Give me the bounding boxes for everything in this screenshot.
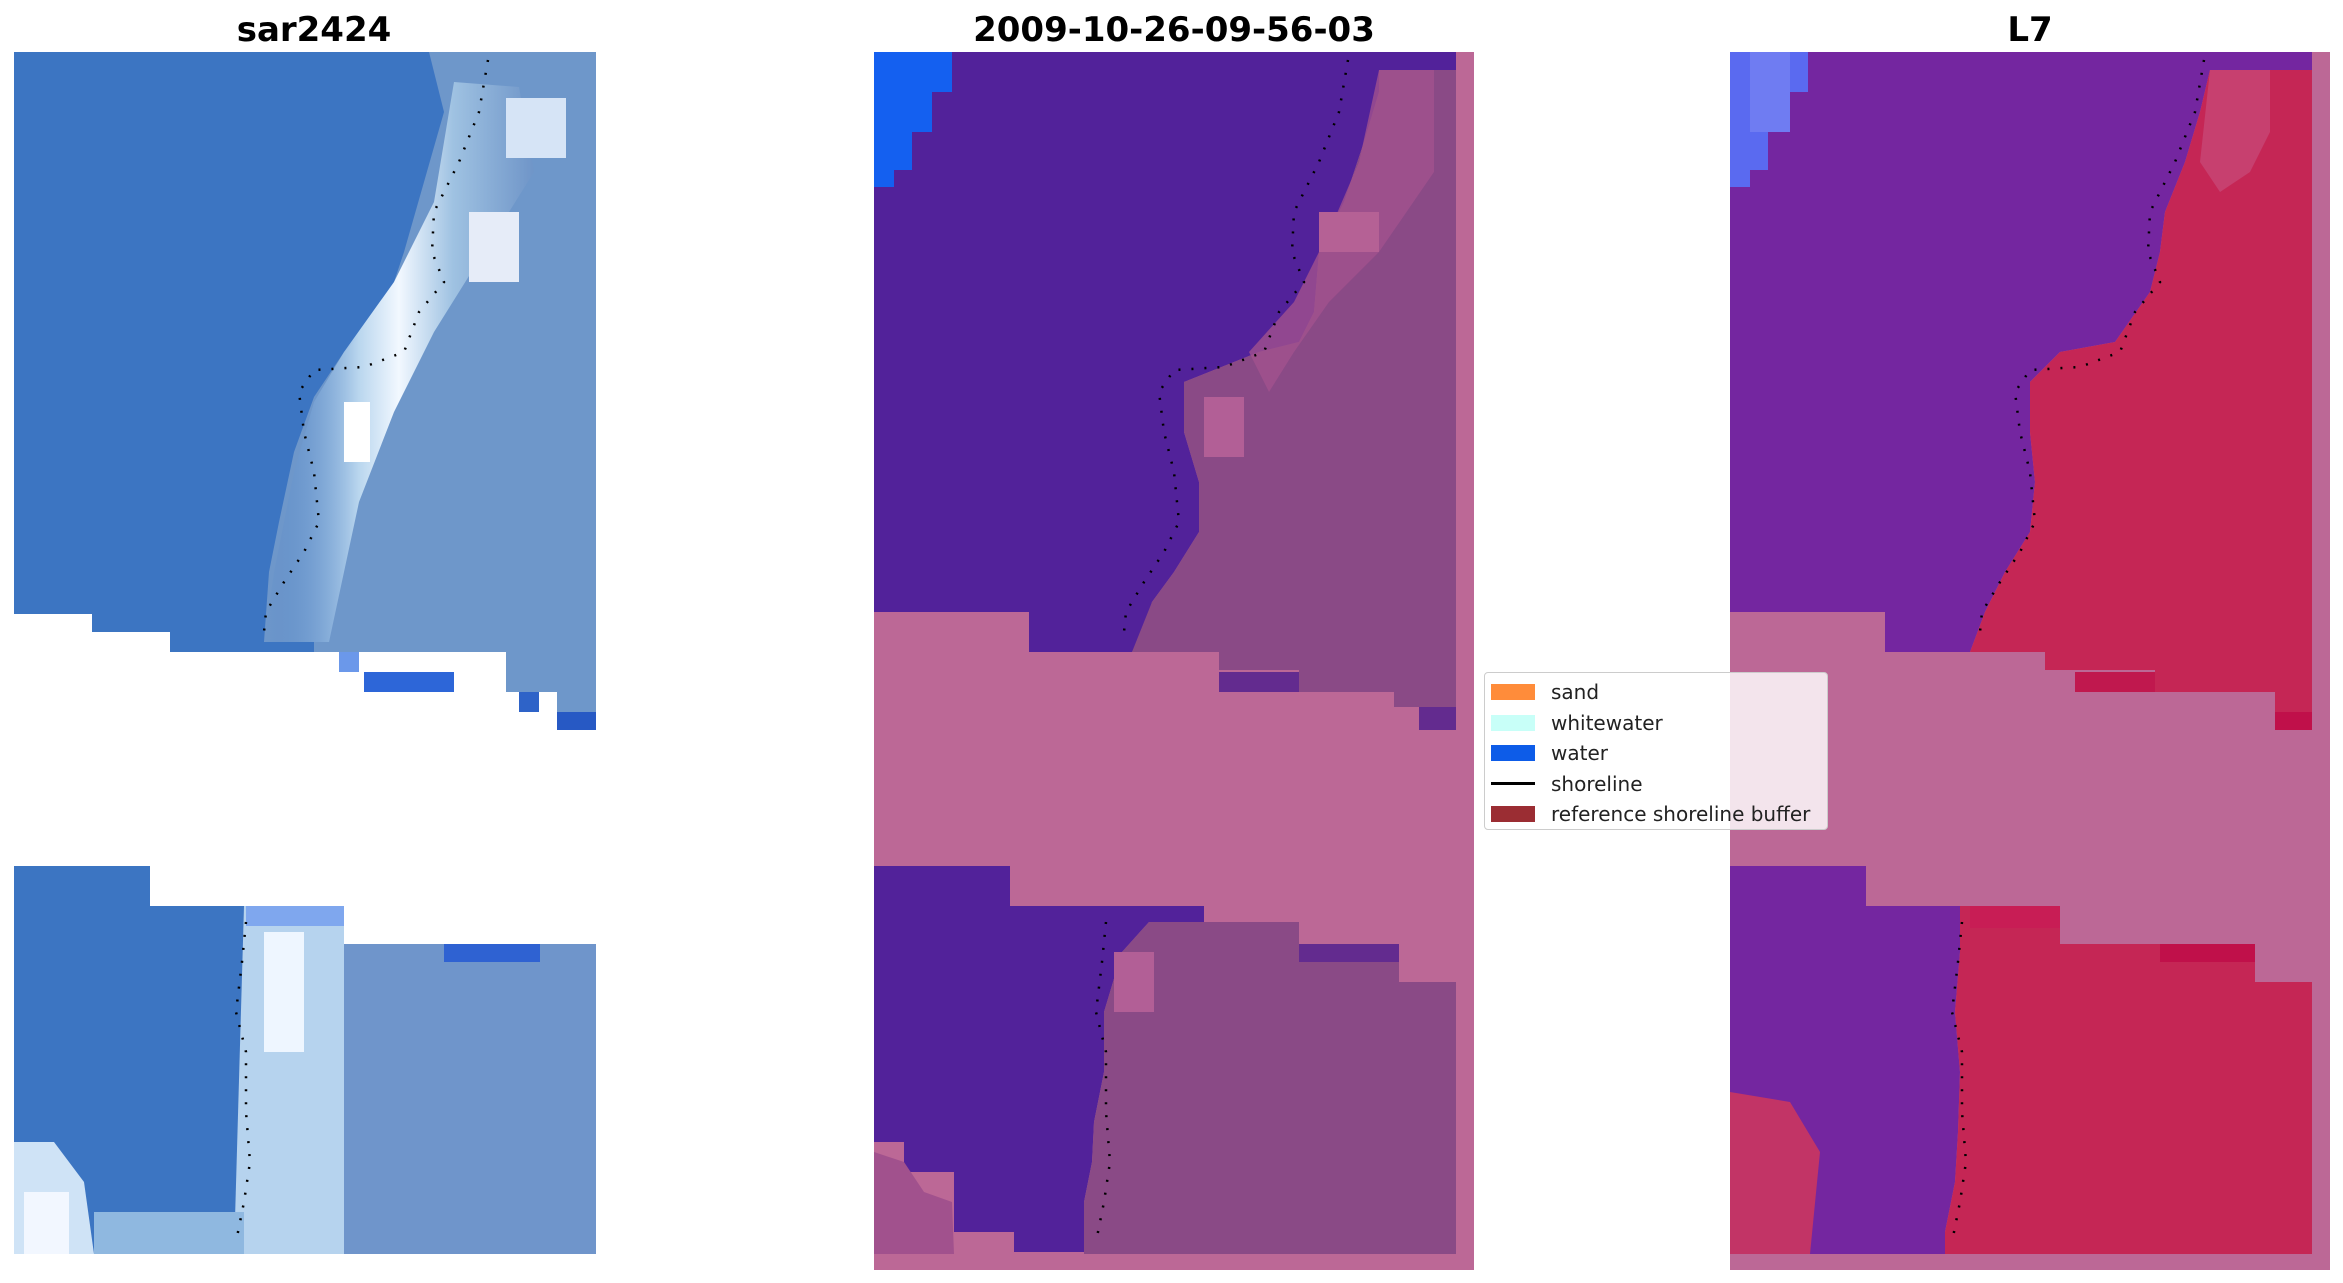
classification-panel [874, 52, 1474, 1270]
panel-title-index: L7 [2007, 10, 2053, 50]
legend-label: shoreline [1551, 771, 1643, 796]
whitewater-swatch [1491, 714, 1535, 731]
rgb-image-panel [14, 52, 596, 1254]
legend-item-shoreline: shoreline [1491, 769, 1817, 800]
rgb-image [14, 52, 596, 1254]
legend-item-reference-buffer: reference shoreline buffer [1491, 799, 1817, 830]
legend-item-water: water [1491, 738, 1817, 769]
sand-swatch [1491, 684, 1535, 701]
panel-title-classification: 2009-10-26-09-56-03 [973, 10, 1375, 50]
legend-label: water [1551, 741, 1608, 766]
legend-item-sand: sand [1491, 677, 1817, 708]
legend-label: sand [1551, 680, 1600, 705]
legend-label: reference shoreline buffer [1551, 802, 1811, 827]
index-image [1730, 52, 2330, 1270]
panel-title-rgb: sar2424 [236, 10, 392, 50]
index-panel [1730, 52, 2330, 1270]
legend-item-whitewater: whitewater [1491, 708, 1817, 739]
classification-image [874, 52, 1474, 1270]
reference-buffer-swatch [1491, 806, 1535, 823]
water-swatch [1491, 745, 1535, 762]
legend-label: whitewater [1551, 710, 1663, 735]
shoreline-line-swatch [1491, 782, 1535, 786]
legend: sand whitewater water shoreline referenc… [1484, 672, 1828, 830]
